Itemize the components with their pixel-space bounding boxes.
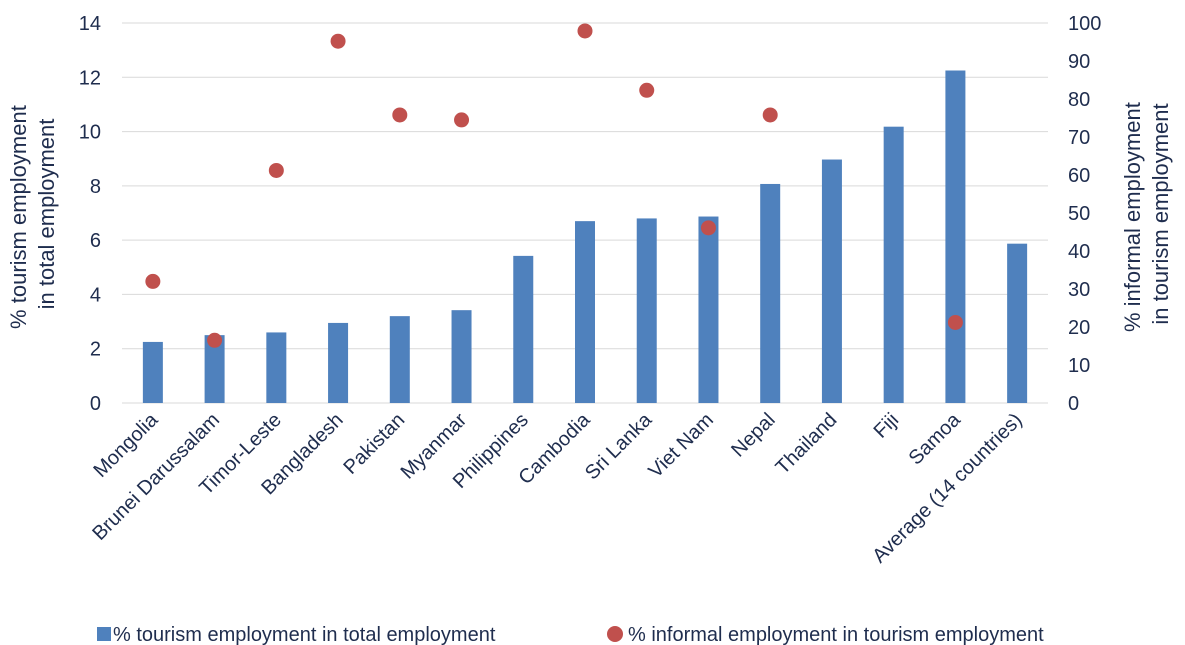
left-axis-title-line-2: in total employment [34,119,59,310]
right-tick-label: 40 [1068,241,1090,263]
scatter-point [577,23,593,39]
right-tick-label: 30 [1068,279,1090,301]
right-tick-label: 0 [1068,393,1079,415]
category-label: Thailand [772,409,842,479]
scatter-point [762,107,778,123]
category-label: Viet Nam [645,409,718,482]
bar [389,316,410,403]
bar [883,126,904,403]
left-tick-label: 4 [90,284,101,306]
right-tick-label: 60 [1068,165,1090,187]
scatter-point [700,220,716,236]
bar [1007,243,1028,403]
bar [698,216,719,403]
bar [513,255,534,403]
right-tick-label: 90 [1068,51,1090,73]
legend-dot-label: % informal employment in tourism employm… [628,624,1044,645]
left-tick-label: 10 [79,122,101,144]
left-tick-label: 8 [90,176,101,198]
bar [636,218,657,403]
legend-bar-label: % tourism employment in total employment [113,624,496,645]
right-tick-label: 80 [1068,89,1090,111]
category-label: Samoa [905,408,966,469]
bar-series [142,70,1028,403]
scatter-point [947,314,963,330]
scatter-point [392,107,408,123]
bar [575,221,595,403]
bar [451,310,472,403]
bar [760,183,781,403]
scatter-point [330,33,346,49]
left-tick-label: 2 [90,339,101,361]
right-axis-title-line-1: % informal employment [1120,102,1145,332]
category-label: Sri Lanka [581,408,657,484]
scatter-point [145,273,161,289]
category-label: Nepal [727,409,780,462]
right-tick-label: 50 [1068,203,1090,225]
scatter-point [268,162,284,178]
right-axis-ticks: 0 10 20 30 40 50 60 70 80 90 100 [1068,13,1101,415]
left-tick-label: 6 [90,230,101,252]
right-tick-label: 100 [1068,13,1101,35]
bar [821,159,842,403]
left-axis-ticks: 0 2 4 6 8 10 12 14 [79,13,101,415]
left-tick-label: 0 [90,393,101,415]
scatter-point [207,332,223,348]
left-tick-label: 12 [79,67,101,89]
bar [328,322,349,403]
bar [945,70,966,403]
right-tick-label: 20 [1068,317,1090,339]
bar [142,341,163,403]
scatter-series [145,23,963,348]
scatter-point [454,112,470,128]
legend-bar-swatch [97,627,111,641]
bar [266,332,287,403]
legend-dot-swatch [607,626,623,642]
right-axis-title-line-2: in tourism employment [1148,103,1173,324]
right-axis-title: % informal employment in tourism employm… [1120,96,1173,332]
left-axis-title: % tourism employment in total employment [6,99,59,329]
category-label: Fiji [870,409,904,443]
left-axis-title-line-1: % tourism employment [6,105,31,329]
legend: % tourism employment in total employment… [97,624,1044,645]
right-tick-label: 70 [1068,127,1090,149]
left-tick-label: 14 [79,13,101,35]
bar [204,335,225,403]
scatter-point [639,82,655,98]
right-tick-label: 10 [1068,355,1090,377]
